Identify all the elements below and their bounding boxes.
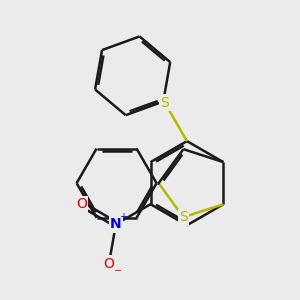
Text: −: −	[114, 266, 122, 276]
Text: +: +	[119, 212, 128, 222]
Text: N: N	[110, 217, 122, 231]
Text: S: S	[179, 210, 188, 224]
Text: O: O	[76, 197, 87, 211]
Text: S: S	[160, 96, 169, 110]
Text: O: O	[103, 256, 114, 271]
